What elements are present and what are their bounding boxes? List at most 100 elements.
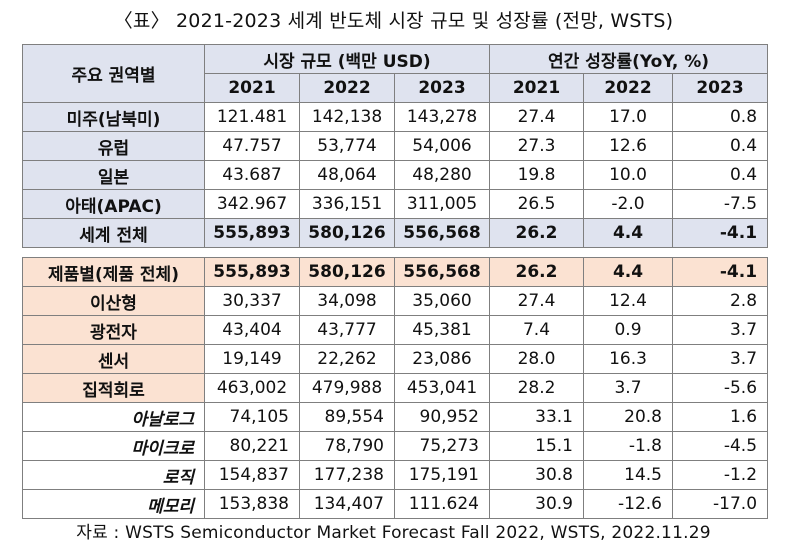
row-label: 메모리 bbox=[22, 489, 205, 519]
market-2022-cell: 48,064 bbox=[299, 160, 395, 190]
region-row: 미주(남북미) 121.481 142,138 143,278 27.4 17.0 0.8 bbox=[22, 102, 769, 132]
market-2021-cell: 555,893 bbox=[204, 257, 300, 287]
row-label: 집적회로 bbox=[22, 373, 205, 403]
market-2023-cell: 45,381 bbox=[394, 315, 490, 345]
region-row: 유럽 47.757 53,774 54,006 27.3 12.6 0.4 bbox=[22, 131, 769, 161]
market-2022-cell: 580,126 bbox=[299, 257, 395, 287]
table-title: 〈표〉 2021-2023 세계 반도체 시장 규모 및 성장률 (전망, WS… bbox=[113, 10, 674, 32]
growth-2022-cell: -12.6 bbox=[583, 489, 673, 519]
market-2022-cell: 134,407 bbox=[299, 489, 395, 519]
market-2022-cell: 479,988 bbox=[299, 373, 395, 403]
product-total-row: 제품별(제품 전체) 555,893 580,126 556,568 26.2 … bbox=[22, 257, 769, 287]
world-total-row: 세계 전체 555,893 580,126 556,568 26.2 4.4 -… bbox=[22, 218, 769, 248]
market-2022-cell: 43,777 bbox=[299, 315, 395, 345]
growth-2022-cell: -2.0 bbox=[583, 189, 673, 219]
market-2021-cell: 463,002 bbox=[204, 373, 300, 403]
growth-2023-cell: -1.2 bbox=[671, 460, 769, 490]
market-2022-cell: 177,238 bbox=[299, 460, 395, 490]
row-label: 아태(APAC) bbox=[22, 189, 205, 219]
growth-2022-cell: 12.6 bbox=[583, 131, 673, 161]
semiconductor-market-table: 주요 권역별 시장 규모 (백만 USD) 연간 성장률(YoY, %) 202… bbox=[22, 44, 769, 519]
growth-2022-cell: 4.4 bbox=[583, 257, 673, 287]
growth-2021-cell: 30.9 bbox=[489, 489, 584, 519]
growth-2022-cell: 10.0 bbox=[583, 160, 673, 190]
row-label: 아날로그 bbox=[22, 402, 205, 432]
market-2022-cell: 22,262 bbox=[299, 344, 395, 374]
market-2023-cell: 111.624 bbox=[394, 489, 490, 519]
market-2022-cell: 89,554 bbox=[299, 402, 395, 432]
growth-2022-cell: 12.4 bbox=[583, 286, 673, 316]
market-2021-cell: 154,837 bbox=[204, 460, 300, 490]
growth-2022-cell: -1.8 bbox=[583, 431, 673, 461]
row-label: 세계 전체 bbox=[22, 218, 205, 248]
separator-row bbox=[22, 247, 768, 258]
market-2021-cell: 121.481 bbox=[204, 102, 300, 132]
growth-2021-cell: 30.8 bbox=[489, 460, 584, 490]
market-year-header: 2022 bbox=[299, 73, 395, 103]
growth-2021-cell: 28.2 bbox=[489, 373, 584, 403]
market-2022-cell: 78,790 bbox=[299, 431, 395, 461]
product-row: 이산형 30,337 34,098 35,060 27.4 12.4 2.8 bbox=[22, 286, 769, 316]
market-2021-cell: 555,893 bbox=[204, 218, 300, 248]
market-2021-cell: 43.687 bbox=[204, 160, 300, 190]
growth-rate-group-header: 연간 성장률(YoY, %) bbox=[488, 44, 769, 74]
growth-2022-cell: 0.9 bbox=[583, 315, 673, 345]
growth-2023-cell: -7.5 bbox=[671, 189, 769, 219]
market-2023-cell: 23,086 bbox=[394, 344, 490, 374]
growth-2023-cell: 1.6 bbox=[671, 402, 769, 432]
market-year-header: 2023 bbox=[394, 73, 490, 103]
market-2021-cell: 47.757 bbox=[204, 131, 300, 161]
source-note: 자료 : WSTS Semiconductor Market Forecast … bbox=[76, 523, 711, 543]
market-2021-cell: 80,221 bbox=[204, 431, 300, 461]
market-2022-cell: 34,098 bbox=[299, 286, 395, 316]
market-2023-cell: 75,273 bbox=[394, 431, 490, 461]
market-2021-cell: 43,404 bbox=[204, 315, 300, 345]
growth-2021-cell: 27.4 bbox=[489, 286, 584, 316]
growth-2021-cell: 26.2 bbox=[489, 257, 584, 287]
market-2021-cell: 153,838 bbox=[204, 489, 300, 519]
ic-sub-rows: 아날로그 74,105 89,554 90,952 33.1 20.8 1.6 마이크로 80,… bbox=[22, 402, 769, 519]
growth-2021-cell: 15.1 bbox=[489, 431, 584, 461]
growth-2022-cell: 3.7 bbox=[583, 373, 673, 403]
market-2022-cell: 580,126 bbox=[299, 218, 395, 248]
row-label: 일본 bbox=[22, 160, 205, 190]
growth-2023-cell: 0.8 bbox=[671, 102, 769, 132]
market-2023-cell: 54,006 bbox=[394, 131, 490, 161]
growth-2021-cell: 7.4 bbox=[489, 315, 584, 345]
growth-2021-cell: 28.0 bbox=[489, 344, 584, 374]
market-size-group-header: 시장 규모 (백만 USD) bbox=[204, 44, 490, 74]
ic-sub-row: 메모리 153,838 134,407 111.624 30.9 -12.6 -17.0 bbox=[22, 489, 769, 519]
growth-2021-cell: 27.4 bbox=[489, 102, 584, 132]
market-2023-cell: 48,280 bbox=[394, 160, 490, 190]
market-2023-cell: 556,568 bbox=[394, 218, 490, 248]
market-2023-cell: 90,952 bbox=[394, 402, 490, 432]
product-row: 광전자 43,404 43,777 45,381 7.4 0.9 3.7 bbox=[22, 315, 769, 345]
growth-2022-cell: 20.8 bbox=[583, 402, 673, 432]
region-rows: 미주(남북미) 121.481 142,138 143,278 27.4 17.0 0.8 유… bbox=[22, 102, 769, 219]
growth-2021-cell: 26.2 bbox=[489, 218, 584, 248]
region-row: 일본 43.687 48,064 48,280 19.8 10.0 0.4 bbox=[22, 160, 769, 190]
market-2021-cell: 19,149 bbox=[204, 344, 300, 374]
market-2021-cell: 74,105 bbox=[204, 402, 300, 432]
ic-sub-row: 마이크로 80,221 78,790 75,273 15.1 -1.8 -4.5 bbox=[22, 431, 769, 461]
market-2023-cell: 453,041 bbox=[394, 373, 490, 403]
product-row: 센서 19,149 22,262 23,086 28.0 16.3 3.7 bbox=[22, 344, 769, 374]
ic-sub-row: 아날로그 74,105 89,554 90,952 33.1 20.8 1.6 bbox=[22, 402, 769, 432]
row-label: 광전자 bbox=[22, 315, 205, 345]
row-label: 이산형 bbox=[22, 286, 205, 316]
growth-2023-cell: 0.4 bbox=[671, 160, 769, 190]
growth-2023-cell: -17.0 bbox=[671, 489, 769, 519]
market-2023-cell: 143,278 bbox=[394, 102, 490, 132]
market-2022-cell: 142,138 bbox=[299, 102, 395, 132]
market-2023-cell: 556,568 bbox=[394, 257, 490, 287]
market-2022-cell: 336,151 bbox=[299, 189, 395, 219]
growth-2023-cell: -4.5 bbox=[671, 431, 769, 461]
market-2023-cell: 175,191 bbox=[394, 460, 490, 490]
growth-year-header: 2021 bbox=[489, 73, 584, 103]
market-2023-cell: 311,005 bbox=[394, 189, 490, 219]
growth-2023-cell: 3.7 bbox=[671, 344, 769, 374]
market-2021-cell: 30,337 bbox=[204, 286, 300, 316]
row-label: 마이크로 bbox=[22, 431, 205, 461]
growth-2023-cell: 2.8 bbox=[671, 286, 769, 316]
growth-2023-cell: -4.1 bbox=[671, 257, 769, 287]
